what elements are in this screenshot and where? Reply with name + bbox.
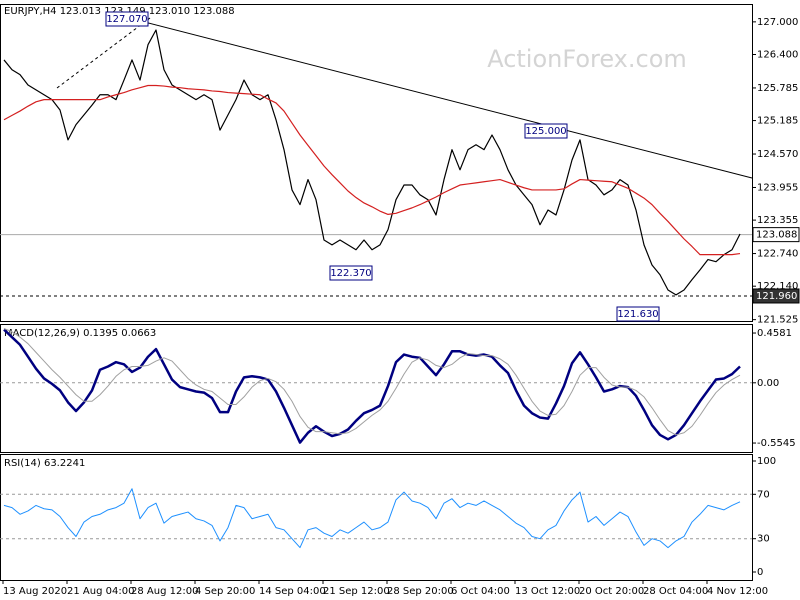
annotation-box — [616, 306, 660, 322]
y-tick-label: -0.5545 — [757, 438, 796, 449]
annotation: 121.630 — [617, 309, 658, 320]
series-line — [3, 84, 741, 256]
series-line — [3, 488, 741, 549]
macd-panel — [0, 324, 753, 453]
x-tick-label: 13 Aug 2020 — [3, 586, 67, 597]
y-tick-label: 122.140 — [757, 281, 798, 292]
x-tick-label: 28 Oct 04:00 — [643, 586, 708, 597]
rsi-title: RSI(14) 63.2241 — [4, 458, 85, 469]
x-tick-label: 28 Aug 12:00 — [131, 586, 198, 597]
price-label: 121.960 — [756, 291, 797, 302]
x-tick-label: 20 Oct 20:00 — [579, 586, 644, 597]
annotation: 127.070 — [106, 14, 147, 25]
x-tick-label: 21 Aug 04:00 — [67, 586, 134, 597]
y-tick-label: 126.400 — [757, 49, 798, 60]
series-line — [3, 328, 741, 436]
annotation-box — [329, 265, 373, 281]
annotation-box — [105, 11, 149, 27]
y-tick-label: 30 — [757, 534, 770, 545]
y-tick-label: 70 — [757, 489, 770, 500]
x-tick-label: 4 Nov 12:00 — [707, 586, 768, 597]
x-tick-label: 21 Sep 12:00 — [323, 586, 390, 597]
rsi-panel — [0, 454, 753, 581]
x-tick-label: 28 Sep 20:00 — [387, 586, 454, 597]
price-label: 123.088 — [756, 230, 797, 241]
trend-line-dashed — [56, 17, 151, 89]
annotation: 122.370 — [330, 268, 371, 279]
y-tick-label: 0.00 — [757, 378, 779, 389]
y-tick-label: 127.000 — [757, 17, 798, 28]
series-line — [3, 328, 741, 444]
y-tick-label: 123.355 — [757, 215, 798, 226]
annotation-box — [524, 123, 568, 139]
x-tick-label: 4 Sep 20:00 — [195, 586, 255, 597]
trend-line — [124, 16, 753, 179]
x-tick-label: 14 Sep 04:00 — [259, 586, 326, 597]
y-tick-label: 125.785 — [757, 83, 798, 94]
y-tick-label: 0 — [757, 567, 763, 578]
price-panel — [0, 4, 753, 322]
annotation: 125.000 — [525, 126, 566, 137]
price-label-box — [752, 288, 800, 304]
macd-title: MACD(12,26,9) 0.1395 0.0663 — [4, 328, 156, 339]
y-tick-label: 0.4581 — [757, 328, 792, 339]
watermark: ActionForex.com — [487, 45, 687, 73]
y-tick-label: 122.740 — [757, 249, 798, 260]
y-tick-label: 125.185 — [757, 116, 798, 127]
y-tick-label: 121.525 — [757, 315, 798, 326]
x-tick-label: 13 Oct 12:00 — [515, 586, 580, 597]
y-tick-label: 123.955 — [757, 182, 798, 193]
x-tick-label: 6 Oct 04:00 — [451, 586, 510, 597]
y-tick-label: 100 — [757, 456, 776, 467]
price-label-box — [752, 227, 800, 243]
y-tick-label: 124.570 — [757, 149, 798, 160]
series-line — [3, 29, 741, 296]
